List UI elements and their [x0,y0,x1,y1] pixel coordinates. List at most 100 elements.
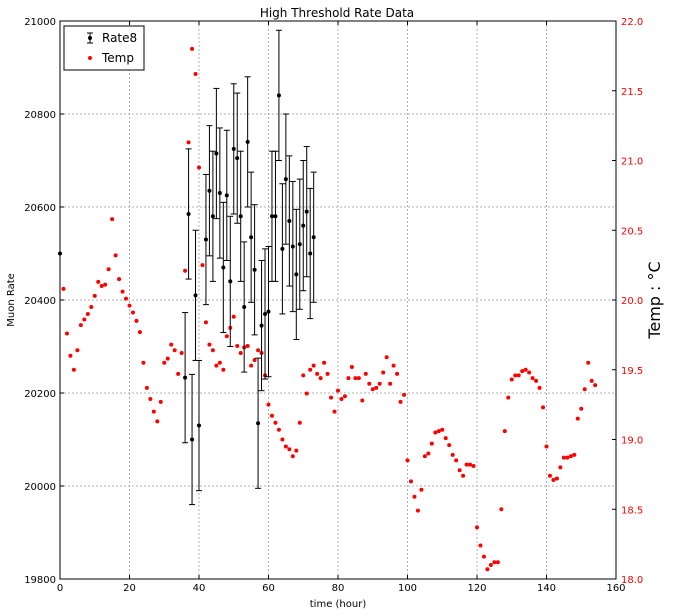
temp-point [436,429,441,434]
temp-point [464,462,469,467]
rate8-point [296,178,303,310]
temp-point [523,367,528,372]
temp-point [342,394,347,399]
rate8-point [303,146,310,278]
temp-point [450,452,455,457]
y2-tick-label: 22.0 [621,17,643,28]
temp-point [541,405,546,410]
rate8-marker [249,235,254,240]
y2-tick-label: 21.5 [621,87,643,98]
temp-point [384,355,389,360]
x-tick-label: 20 [123,583,136,594]
temp-point [412,494,417,499]
temp-point [221,367,226,372]
temp-point [179,351,184,356]
temp-point [402,392,407,397]
temp-series [61,46,598,572]
grid [59,20,617,580]
temp-point [103,282,108,287]
temp-point [516,373,521,378]
temp-point [586,360,591,365]
y-axis-label: Muon Rate [6,273,17,327]
temp-point [318,376,323,381]
rate8-marker [235,156,240,161]
rate8-marker [269,214,274,219]
y-tick-label: 20600 [24,203,56,214]
rate8-point [248,171,255,303]
temp-point [495,560,500,565]
temp-point [294,448,299,453]
temp-point [82,317,87,322]
rate8-marker [190,437,195,442]
temp-point [273,420,278,425]
temp-point [151,409,156,414]
temp-point [454,458,459,463]
temp-point [332,409,337,414]
x-tick-label: 0 [57,583,63,594]
rate8-point [196,359,202,492]
temp-point [447,443,452,448]
temp-point [64,331,69,336]
temp-point [534,378,539,383]
y2-tick-label: 18.0 [621,575,643,586]
temp-point [176,371,181,376]
temp-point [203,320,208,325]
temp-point [408,479,413,484]
temp-point [315,371,320,376]
temp-point [520,369,525,374]
temp-point [593,383,598,388]
temp-point [363,371,368,376]
x-axis: 0 20 40 60 80 100 120 140 160 [57,21,626,594]
temp-point [110,217,115,222]
temp-point [224,334,229,339]
rate8-marker [183,375,188,380]
temp-point [190,46,195,51]
y2-tick-label: 18.5 [621,505,643,516]
rate8-marker [224,193,229,198]
temp-point [134,318,139,323]
y-tick-label: 20800 [24,110,56,121]
legend-temp-label: Temp [101,51,134,65]
rate8-point [230,83,237,215]
y-axis-left: 19800 20000 20200 20400 20600 20800 21000 [24,17,64,586]
rate8-marker [214,151,219,156]
temp-point [141,360,146,365]
temp-point [422,454,427,459]
x-tick-label: 40 [193,583,206,594]
legend: Rate8 Temp [63,25,145,71]
legend-rate8-label: Rate8 [102,31,137,45]
temp-point [266,402,271,407]
temp-point [162,360,167,365]
legend-rate8-marker [87,32,93,44]
rate8-marker [290,244,295,249]
temp-point [415,508,420,513]
rate8-point [182,312,189,444]
y-tick-label: 20000 [24,482,56,493]
temp-point [499,507,504,512]
rate8-marker [263,311,268,316]
temp-point [304,391,309,396]
temp-point [405,458,410,463]
temp-point [120,289,125,294]
temp-point [75,348,80,353]
temp-point [127,303,132,308]
rate8-point [255,357,262,489]
rate8-point [275,29,282,161]
rate8-marker [311,235,316,240]
y-tick-label: 21000 [24,17,56,28]
rate8-point [286,155,293,287]
y-tick-label: 20400 [24,296,56,307]
temp-point [85,311,90,316]
rate8-marker [276,93,281,98]
temp-point [144,385,149,390]
temp-point [370,387,375,392]
temp-point [558,465,563,470]
legend-box [63,25,145,71]
temp-point [419,487,424,492]
temp-point [325,371,330,376]
temp-point [68,353,73,358]
temp-point [235,344,240,349]
rate8-marker [256,421,261,426]
temp-point [374,385,379,390]
